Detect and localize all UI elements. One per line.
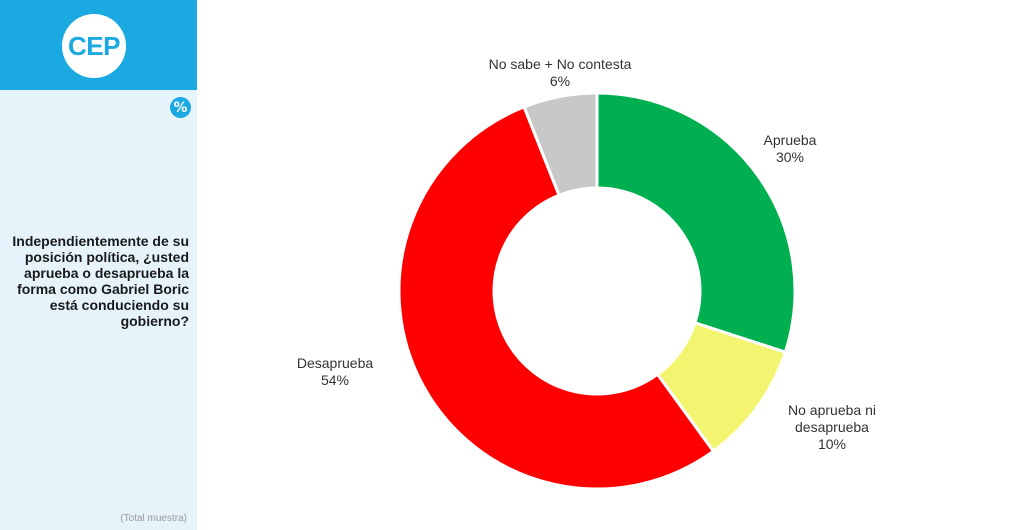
survey-question: Independientemente de su posición políti… xyxy=(12,233,189,329)
slice-value-text: 6% xyxy=(549,73,571,89)
donut-slice-aprueba xyxy=(595,91,797,355)
slice-value-text: 30% xyxy=(775,149,805,165)
cep-logo: CEP xyxy=(62,14,126,78)
donut-chart: Aprueba 30% No aprueba ni desaprueba 10%… xyxy=(197,0,1024,530)
slice-value-text: 54% xyxy=(320,372,350,388)
logo-text: CEP xyxy=(68,30,120,61)
slice-label-aprueba: Aprueba 30% xyxy=(745,132,835,166)
slice-value-text: 10% xyxy=(817,436,847,452)
slice-label-text: Aprueba xyxy=(763,132,817,148)
slice-label-desaprueba: Desaprueba 54% xyxy=(280,355,390,389)
percent-icon: % xyxy=(170,97,191,118)
sidebar: CEP % Independientemente de su posición … xyxy=(0,0,197,530)
slice-label-text: No aprueba ni desaprueba xyxy=(788,402,876,435)
slice-label-text: Desaprueba xyxy=(296,355,374,371)
donut-chart-svg xyxy=(397,91,797,491)
slice-label-text: No sabe + No contesta xyxy=(488,56,632,72)
slice-label-ns-nc: No sabe + No contesta 6% xyxy=(460,56,660,90)
donut-slice-no-sabe-no-contesta xyxy=(522,91,599,198)
sidebar-header: CEP xyxy=(0,0,197,90)
slice-label-ni: No aprueba ni desaprueba 10% xyxy=(757,402,907,453)
sample-footnote: (Total muestra) xyxy=(120,513,187,524)
donut-slice-desaprueba xyxy=(397,104,716,491)
